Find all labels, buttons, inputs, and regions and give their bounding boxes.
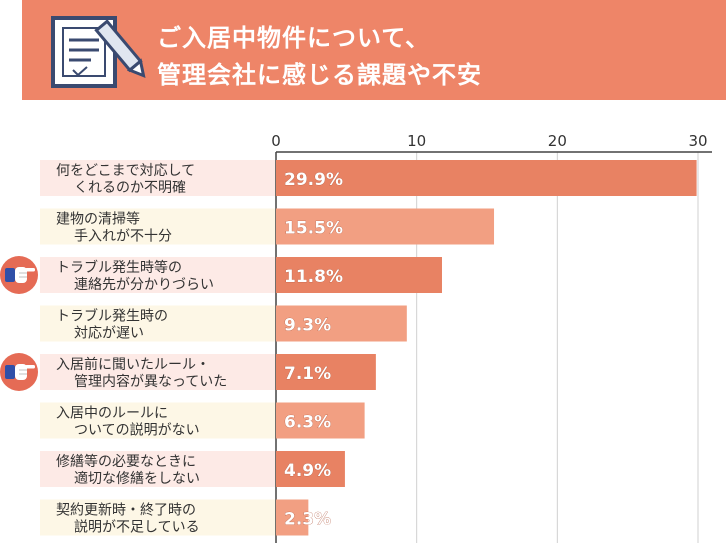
chart-title-line1: ご入居中物件について、	[157, 24, 431, 52]
category-label-line1: 修繕等の必要なときに	[56, 453, 196, 470]
pointing-hand-icon	[0, 353, 38, 391]
x-tick-label: 20	[548, 132, 567, 150]
category-label-background	[40, 451, 276, 487]
category-label-line2: 手入れが不十分	[74, 229, 172, 245]
category-label-line1: 入居中のルールに	[56, 406, 168, 422]
data-label: 11.8%	[284, 267, 343, 287]
category-label-line2: ついての説明がない	[74, 423, 200, 439]
category-label-background	[40, 257, 276, 293]
data-label: 15.5%	[284, 219, 343, 239]
bar	[276, 257, 442, 293]
data-label: 7.1%	[284, 364, 331, 384]
data-label: 9.3%	[284, 316, 331, 336]
x-tick-label: 30	[688, 132, 707, 150]
data-label: 4.9%	[284, 461, 331, 481]
category-label-line2: 説明が不足している	[74, 520, 200, 536]
bar	[276, 160, 697, 196]
x-tick-label: 0	[271, 132, 281, 150]
category-label-background	[40, 354, 276, 390]
chart-header: ご入居中物件について、 管理会社に感じる課題や不安	[22, 0, 726, 100]
chart-title-line2: 管理会社に感じる課題や不安	[157, 61, 482, 89]
category-label-line2: 管理内容が異なっていた	[74, 373, 227, 390]
category-label-background	[40, 160, 276, 196]
category-label-line1: 契約更新時・終了時の	[56, 503, 196, 519]
bar	[276, 402, 365, 439]
x-tick-label: 10	[407, 132, 426, 150]
pointing-hand-icon	[0, 256, 38, 294]
category-label-line1: 建物の清掃等	[56, 211, 140, 228]
bar	[276, 305, 407, 342]
bar	[276, 451, 345, 487]
category-label-line1: 入居前に聞いたルール・	[56, 356, 210, 373]
data-label: 6.3%	[284, 413, 331, 433]
category-label-background	[40, 305, 276, 342]
data-label: 2.3%	[284, 510, 331, 530]
bar	[276, 354, 376, 390]
category-label-line2: くれるのか不明確	[74, 180, 186, 196]
category-label-line1: トラブル発生時等の	[56, 259, 182, 276]
category-label-line1: トラブル発生時の	[56, 308, 168, 325]
category-label-background	[40, 208, 276, 245]
data-label: 29.9%	[284, 170, 343, 190]
bar	[276, 499, 309, 536]
category-label-line2: 適切な修繕をしない	[74, 470, 200, 487]
category-label-background	[40, 402, 276, 439]
category-label-line2: 対応が遅い	[74, 326, 144, 342]
category-label-background	[40, 499, 276, 536]
document-pencil-icon	[51, 16, 146, 88]
category-label-line1: 何をどこまで対応して	[56, 163, 195, 179]
bar	[276, 208, 495, 245]
category-label-line2: 連絡先が分かりづらい	[74, 277, 214, 293]
